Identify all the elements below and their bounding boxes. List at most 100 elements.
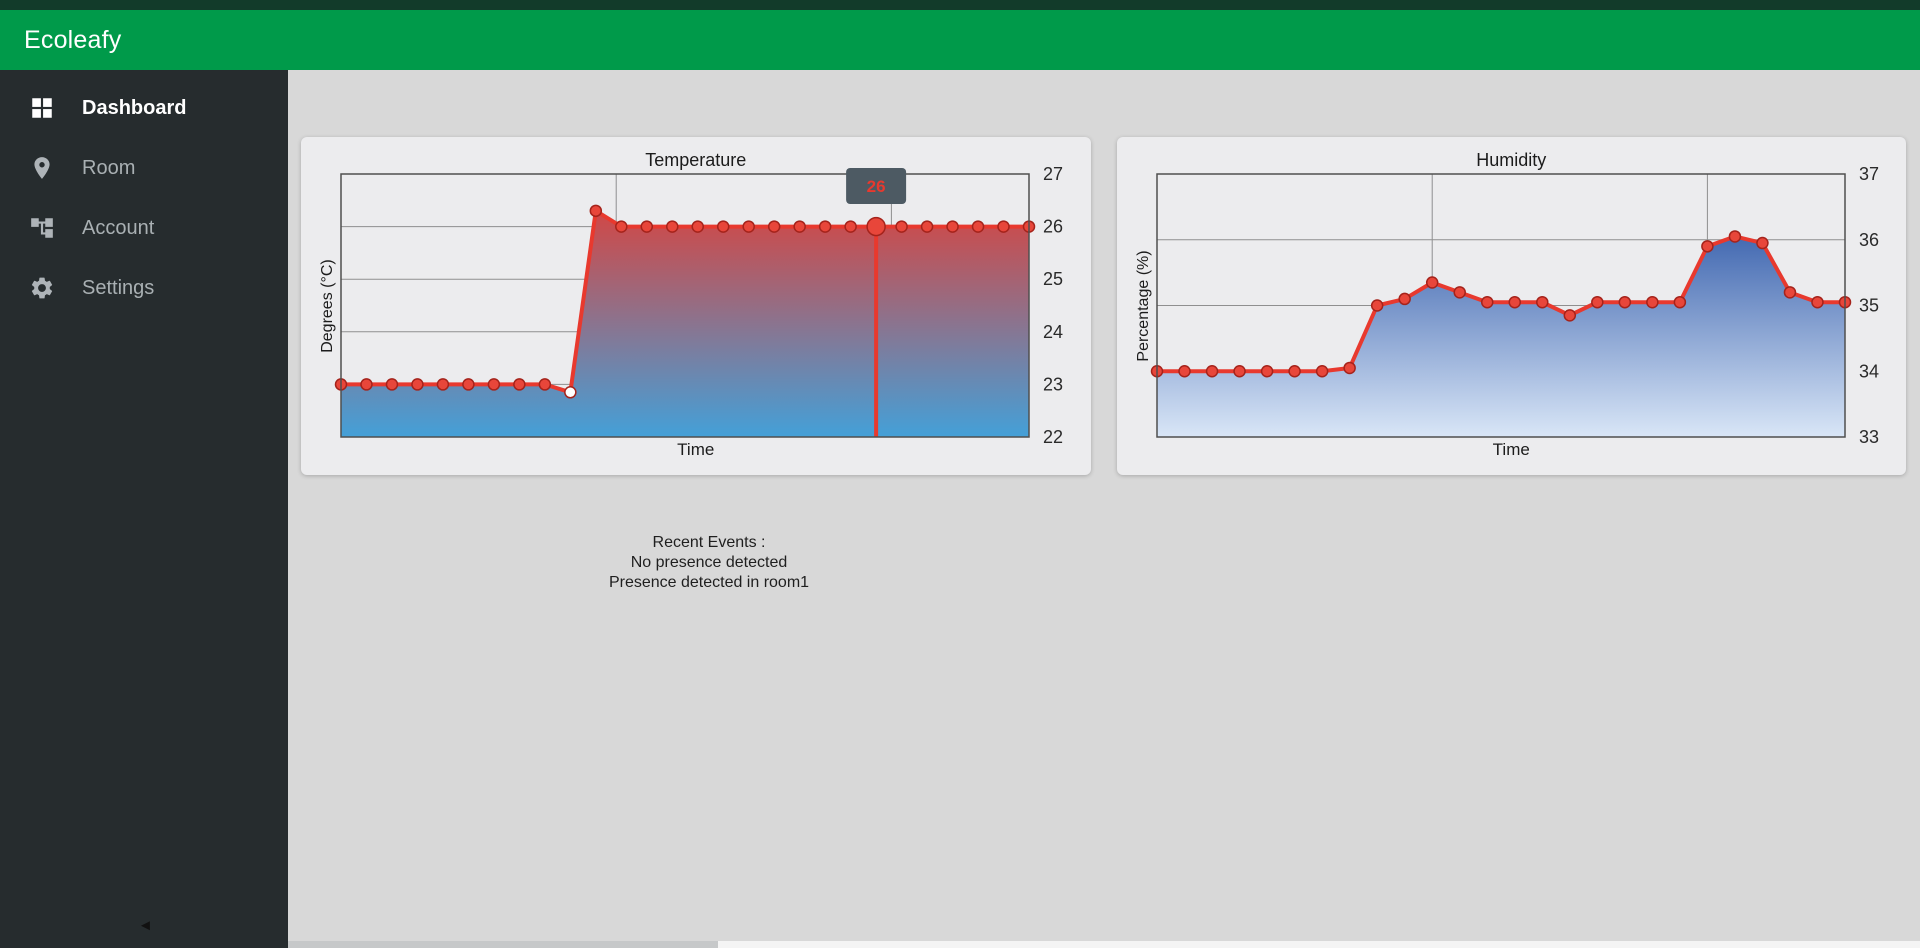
y-tick-label: 33 — [1859, 427, 1879, 447]
data-point-marker[interactable] — [1370, 299, 1383, 312]
plot-border — [1155, 173, 1846, 438]
data-point-marker[interactable] — [691, 220, 704, 233]
data-point-marker[interactable] — [615, 220, 628, 233]
chart-tooltip-value: 26 — [867, 177, 886, 196]
event-line: Presence detected in room1 — [608, 574, 810, 591]
settings-gear-icon — [28, 274, 56, 302]
sidebar-item-label: Account — [82, 216, 155, 239]
data-point-marker[interactable] — [1260, 365, 1273, 378]
data-point-marker[interactable] — [1810, 295, 1824, 309]
data-line — [339, 208, 1031, 395]
data-point-marker[interactable] — [1728, 230, 1741, 243]
sidebar-item-dashboard[interactable]: Dashboard — [0, 78, 288, 138]
data-point-marker[interactable] — [895, 220, 908, 233]
data-point-marker[interactable] — [538, 378, 552, 391]
data-point-marker[interactable] — [1232, 365, 1246, 378]
data-point-marker[interactable] — [844, 220, 857, 233]
app-title: Ecoleafy — [24, 25, 122, 54]
data-point-marker[interactable] — [946, 220, 959, 233]
y-tick-label: 36 — [1859, 230, 1879, 250]
chart-title: Temperature — [645, 150, 747, 170]
account-tree-icon — [28, 214, 56, 242]
scrollbar-thumb[interactable] — [288, 941, 718, 948]
data-point-marker[interactable] — [716, 220, 730, 233]
data-point-marker[interactable] — [920, 220, 934, 233]
data-point-marker[interactable] — [742, 220, 755, 233]
data-point-marker[interactable] — [1425, 276, 1438, 289]
y-axis-label: Degrees (°C) — [319, 258, 336, 353]
data-point-marker[interactable] — [1590, 295, 1604, 309]
area-fill — [341, 210, 1029, 437]
data-point-marker[interactable] — [462, 378, 475, 391]
x-axis-label: Time — [1492, 440, 1530, 459]
data-point-marker[interactable] — [360, 378, 373, 391]
data-point-marker[interactable] — [1205, 365, 1218, 378]
data-point-marker[interactable] — [436, 378, 450, 391]
y-tick-label: 34 — [1859, 361, 1879, 381]
x-axis-label: Time — [677, 440, 715, 459]
data-point-marker[interactable] — [385, 378, 399, 391]
humidity-plot[interactable]: 37 36 35 34 33 — [1150, 164, 1897, 447]
y-tick-label: 27 — [1043, 164, 1063, 184]
data-point-marker[interactable] — [1673, 295, 1686, 309]
data-point-marker[interactable] — [1397, 292, 1411, 306]
data-point-marker[interactable] — [1342, 361, 1356, 375]
data-point-marker[interactable] — [564, 386, 577, 399]
data-point-marker[interactable] — [866, 216, 886, 237]
sidebar-item-label: Dashboard — [82, 96, 187, 119]
recent-events-title: Recent Events : — [652, 534, 766, 551]
data-point-marker[interactable] — [1618, 295, 1631, 309]
sidebar-item-room[interactable]: Room — [0, 138, 288, 198]
data-point-marker[interactable] — [1480, 295, 1493, 309]
data-point-marker[interactable] — [997, 220, 1010, 233]
data-point-marker[interactable] — [411, 378, 424, 391]
chart-title: Humidity — [1476, 150, 1547, 170]
data-point-marker[interactable] — [1783, 286, 1796, 299]
data-point-marker[interactable] — [1535, 295, 1549, 309]
plot-border — [340, 173, 1030, 438]
data-point-marker[interactable] — [1287, 365, 1301, 378]
sidebar-collapse-button[interactable]: ◄ — [138, 917, 153, 934]
data-point-marker[interactable] — [513, 378, 526, 391]
sidebar-item-settings[interactable]: Settings — [0, 258, 288, 318]
data-point-marker[interactable] — [1563, 309, 1576, 322]
data-point-marker[interactable] — [1508, 295, 1521, 309]
room-pin-icon — [28, 154, 56, 182]
horizontal-scrollbar[interactable] — [288, 941, 1920, 948]
data-point-marker[interactable] — [1700, 240, 1714, 253]
y-axis-label: Percentage (%) — [1134, 249, 1152, 362]
data-point-marker[interactable] — [767, 220, 781, 233]
sidebar-item-account[interactable]: Account — [0, 198, 288, 258]
data-point-marker[interactable] — [971, 220, 985, 233]
data-point-marker[interactable] — [640, 220, 654, 233]
data-point-marker[interactable] — [1645, 295, 1659, 309]
sidebar: Dashboard Room Account Settings ◄ — [0, 70, 288, 948]
data-point-marker[interactable] — [818, 220, 832, 233]
y-tick-label: 26 — [1043, 217, 1063, 237]
dashboard-icon — [28, 94, 56, 122]
event-line: No presence detected — [630, 554, 788, 571]
y-tick-label: 35 — [1859, 296, 1879, 316]
temperature-plot[interactable]: 27 26 25 24 23 22 26 — [334, 164, 1081, 447]
data-point-marker[interactable] — [589, 204, 603, 218]
y-tick-label: 22 — [1043, 427, 1063, 447]
sidebar-item-label: Settings — [82, 276, 155, 299]
sidebar-item-label: Room — [82, 156, 136, 179]
data-point-marker[interactable] — [1177, 365, 1191, 378]
chart-tooltip — [846, 168, 907, 204]
y-tick-label: 24 — [1043, 322, 1063, 342]
y-tick-label: 37 — [1859, 164, 1879, 184]
data-point-marker[interactable] — [1315, 365, 1328, 378]
temperature-chart-card: Temperature Degrees (°C) 27 26 25 24 23 22 26 … — [301, 137, 1091, 475]
data-point-marker[interactable] — [1452, 286, 1466, 299]
data-point-marker[interactable] — [793, 220, 806, 233]
recent-events: Recent Events : No presence detected Pre… — [314, 533, 1104, 593]
data-point-marker[interactable] — [487, 378, 501, 391]
data-point-marker[interactable] — [1755, 236, 1769, 250]
app-header: Ecoleafy — [0, 10, 1920, 70]
humidity-chart-card: Humidity Percentage (%) 37 36 35 34 33 Time — [1116, 137, 1906, 475]
top-strip — [0, 0, 1920, 10]
y-tick-label: 23 — [1043, 374, 1063, 394]
data-point-marker[interactable] — [666, 220, 679, 233]
area-fill — [1156, 236, 1845, 437]
